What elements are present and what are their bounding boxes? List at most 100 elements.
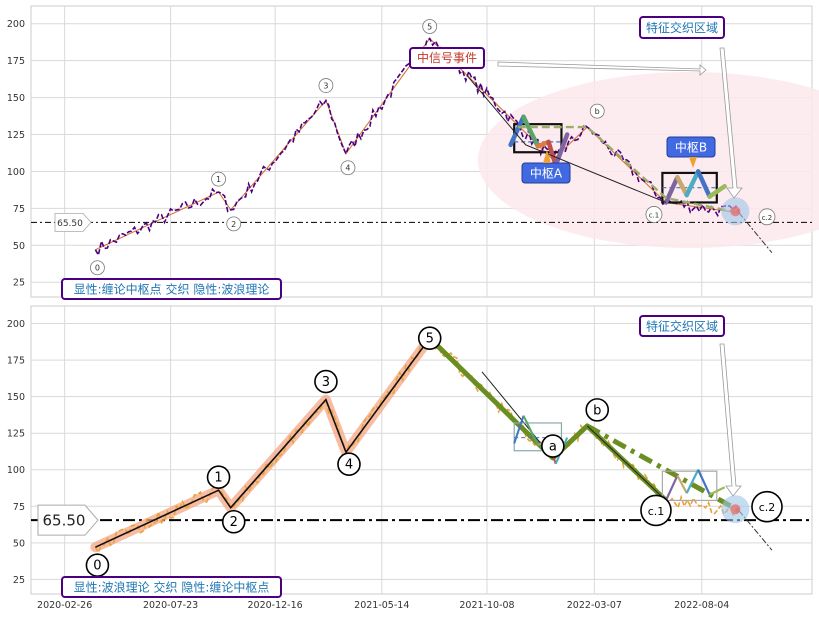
pivot-b-pointer <box>689 157 697 168</box>
pivot-b-box <box>661 470 718 502</box>
y-tick-label: 200 <box>7 319 25 330</box>
trend-connector <box>586 425 667 501</box>
y-tick-label: 125 <box>7 429 25 440</box>
y-tick-label: 175 <box>7 356 25 367</box>
event-callout-box <box>409 47 485 69</box>
highlight-core <box>730 504 741 515</box>
x-tick-label: 2020-07-23 <box>143 600 198 611</box>
x-tick-label: 2020-02-26 <box>37 600 92 611</box>
x-tick-label: 2022-08-04 <box>674 600 729 611</box>
wave-point-marker <box>645 206 663 223</box>
wave-point-marker <box>206 465 231 490</box>
top-panel: 25 50 75 100 125 150 175 200 0 1 2 3 4 5 b c.1 c.2 65.50 中… <box>7 6 819 300</box>
pivot-b-stroke <box>709 486 726 496</box>
pivot-b-label: 中枢B <box>675 140 707 155</box>
pivot-a-pointer <box>543 150 551 163</box>
wave-point-marker <box>758 208 776 226</box>
y-tick-label: 25 <box>13 575 25 586</box>
wave-point-label: c.1 <box>649 211 660 219</box>
trend-connector <box>466 75 667 203</box>
pivot-a-stroke <box>522 415 539 446</box>
wave-point-marker <box>751 490 783 523</box>
region-callout-arrow <box>719 47 743 199</box>
wave-point-label: c.2 <box>759 501 776 514</box>
y-tick-label: 25 <box>13 278 25 289</box>
pivot-a-label: 中枢A <box>530 166 563 181</box>
pivot-a-box <box>513 422 563 452</box>
reference-value-label: 65.50 <box>57 219 83 229</box>
pivot-a-stroke <box>508 114 526 148</box>
wave-point-label: 2 <box>231 220 236 229</box>
wave-point-label: 1 <box>216 175 221 184</box>
x-tick-label: 2021-10-08 <box>459 600 514 611</box>
wave-point-marker <box>589 103 605 119</box>
pivot-a-stroke <box>553 132 570 168</box>
wave-point-label: 4 <box>345 458 353 473</box>
wave-point-marker <box>221 509 246 534</box>
pivot-b-stroke <box>663 175 680 205</box>
wave-point-marker <box>318 78 334 93</box>
mode-label-box <box>61 576 282 598</box>
pivot-b-stroke <box>676 475 688 494</box>
region-callout-box <box>639 16 725 39</box>
wave-point-marker <box>337 452 361 476</box>
region-callout-arrow <box>719 343 742 497</box>
y-tick-label: 75 <box>13 502 25 513</box>
event-callout-label: 中信号事件 <box>417 50 477 65</box>
wave-point-label: 3 <box>323 82 328 91</box>
wave-point-label: 4 <box>345 164 350 173</box>
wave-point-label: 0 <box>95 264 100 273</box>
region-callout-box <box>639 315 725 337</box>
reference-value-label: 65.50 <box>43 512 86 530</box>
wave-point-label: 3 <box>322 375 330 390</box>
pivot-b-stroke <box>695 169 712 199</box>
wave-point-label: b <box>595 107 600 116</box>
pivot-b-stroke <box>707 183 727 199</box>
pivot-b-stroke <box>684 169 701 198</box>
y-tick-label: 100 <box>7 167 25 178</box>
y-tick-label: 150 <box>7 93 25 104</box>
mode-label: 显性:缠论中枢点 交织 隐性:波浪理论 <box>74 282 270 297</box>
reference-label-tag <box>37 504 99 536</box>
wave-point-label: 5 <box>427 22 432 31</box>
pivot-a-stroke <box>521 114 541 149</box>
pivot-a-stroke <box>513 415 525 444</box>
highlight-core <box>730 206 741 217</box>
y-tick-label: 50 <box>13 538 25 549</box>
y-tick-label: 125 <box>7 130 25 141</box>
impulse-wave-line <box>95 337 431 548</box>
wave-point-label: 5 <box>426 332 434 347</box>
wave-point-marker <box>417 326 442 350</box>
y-tick-label: 50 <box>13 241 25 252</box>
pivot-a-stroke <box>546 139 558 168</box>
wave-point-label: 2 <box>230 515 238 530</box>
x-tick-label: 2021-05-14 <box>354 600 409 611</box>
wave-point-label: 1 <box>214 471 222 486</box>
wave-point-marker <box>226 216 242 232</box>
pivot-b-stroke <box>697 469 711 496</box>
wave-point-marker <box>640 494 672 527</box>
wave-point-marker <box>211 171 226 187</box>
wave-point-marker <box>541 434 565 458</box>
mode-label: 显性:波浪理论 交织 隐性:缠论中枢点 <box>74 580 270 595</box>
wave-point-marker <box>585 398 610 422</box>
y-tick-label: 100 <box>7 465 25 476</box>
mode-label-box <box>61 278 282 300</box>
x-tick-label: 2020-12-16 <box>247 600 302 611</box>
y-tick-label: 175 <box>7 56 25 67</box>
y-tick-label: 200 <box>7 19 25 30</box>
wave-point-label: b <box>593 403 601 418</box>
reference-label-tag <box>54 213 92 232</box>
y-tick-label: 150 <box>7 392 25 403</box>
wave-point-label: 0 <box>93 559 101 574</box>
y-tick-label: 75 <box>13 204 25 215</box>
region-callout-label: 特征交织区域 <box>646 20 718 35</box>
wave-point-label: a <box>549 440 557 455</box>
wave-point-marker <box>340 160 356 176</box>
wave-point-marker <box>314 369 338 394</box>
wave-point-label: c.1 <box>648 505 665 518</box>
region-callout-label: 特征交织区域 <box>646 319 718 334</box>
wave-point-marker <box>422 19 438 34</box>
